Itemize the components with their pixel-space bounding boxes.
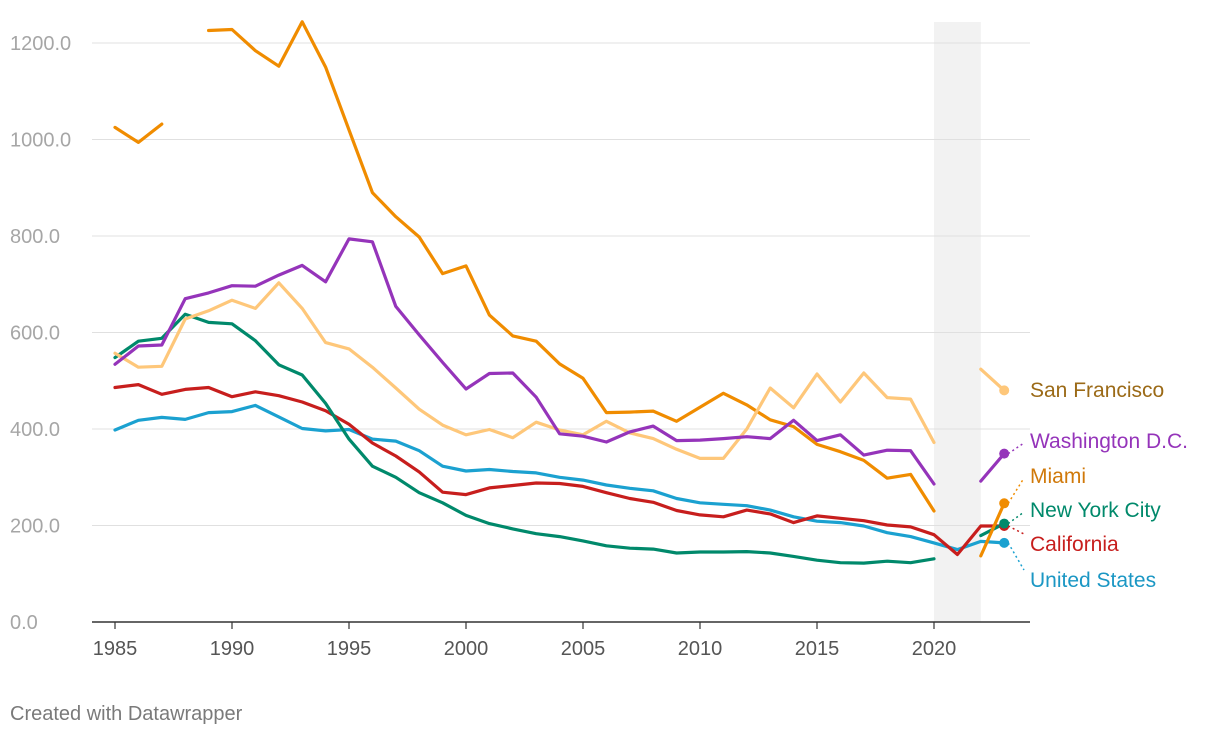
y-tick-label: 200.0 (10, 516, 60, 538)
x-tick-label: 2005 (561, 638, 606, 660)
x-tick-label: 1990 (210, 638, 255, 660)
series-label-san-francisco: San Francisco (1030, 379, 1164, 402)
series-label-miami: Miami (1030, 465, 1086, 488)
series-line-new-york-city (113, 312, 936, 565)
y-tick-label: 1000.0 (10, 130, 71, 152)
series-line-san-francisco (979, 367, 1006, 392)
series-line-washington-d-c- (113, 237, 936, 486)
label-leader-line (1007, 477, 1025, 504)
credit-text: Created with Datawrapper (10, 703, 243, 725)
series-line-washington-d-c- (979, 452, 1006, 483)
x-tick-label: 1995 (327, 638, 372, 660)
series-line-miami (113, 122, 164, 144)
series-label-new-york-city: New York City (1030, 499, 1161, 522)
x-tick-label: 2000 (444, 638, 489, 660)
y-tick-label: 600.0 (10, 323, 60, 345)
series-line-miami (207, 20, 936, 513)
end-dot-san-francisco (999, 385, 1010, 396)
label-leader-line (1007, 511, 1025, 525)
x-tick-label: 1985 (93, 638, 138, 660)
x-tick-label: 2010 (678, 638, 723, 660)
series-line-san-francisco (113, 281, 936, 460)
y-tick-label: 1200.0 (10, 33, 71, 55)
series-line-miami (979, 501, 1006, 558)
series-label-california: California (1030, 533, 1119, 556)
label-leader-line (1007, 442, 1025, 455)
end-dot-new-york-city (999, 518, 1010, 529)
y-tick-label: 400.0 (10, 419, 60, 441)
series-label-washington-d-c-: Washington D.C. (1030, 430, 1188, 453)
label-leader-line (1007, 542, 1025, 571)
y-tick-label: 0.0 (10, 612, 38, 634)
series-label-united-states: United States (1030, 569, 1156, 592)
y-tick-label: 800.0 (10, 226, 60, 248)
end-dot-miami (999, 498, 1010, 509)
shaded-range (934, 22, 981, 622)
series-line-united-states (113, 403, 1006, 552)
end-dot-united-states (999, 537, 1010, 548)
end-dot-washington-d-c- (999, 448, 1010, 459)
label-leader-line (1007, 525, 1025, 535)
x-tick-label: 2020 (912, 638, 957, 660)
series-line-california (113, 383, 1006, 557)
x-tick-label: 2015 (795, 638, 840, 660)
